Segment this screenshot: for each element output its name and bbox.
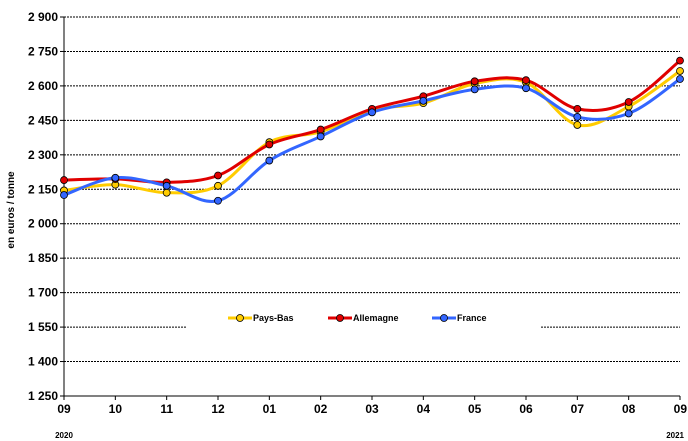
- y-axis-label: en euros / tonne: [6, 171, 17, 249]
- data-point: [111, 173, 120, 182]
- data-point: [316, 125, 325, 134]
- data-point: [368, 108, 376, 117]
- data-point: [676, 67, 684, 75]
- x-tick-label: 12: [211, 402, 225, 416]
- data-point: [419, 96, 428, 105]
- legend-swatch-marker: [440, 314, 448, 322]
- data-point: [214, 196, 222, 205]
- y-tick-label: 2 750: [28, 44, 58, 58]
- x-tick-label: 04: [417, 402, 431, 416]
- data-point: [573, 121, 582, 129]
- x-tick-label: 03: [365, 402, 379, 416]
- data-point: [214, 181, 222, 190]
- legend-label: Allemagne: [353, 313, 399, 323]
- legend-swatch-marker: [236, 314, 244, 322]
- y-tick-label: 2 300: [28, 148, 58, 162]
- y-tick-label: 2 000: [28, 217, 58, 231]
- data-point: [60, 176, 68, 184]
- data-point: [522, 84, 530, 93]
- y-tick-label: 2 450: [28, 113, 58, 127]
- year-label: 2021: [666, 431, 684, 440]
- y-tick-label: 1 250: [28, 389, 58, 403]
- x-tick-label: 06: [519, 402, 533, 416]
- series-line: [63, 59, 681, 184]
- data-point: [470, 77, 479, 86]
- series-line: [63, 77, 681, 203]
- y-tick-label: 1 700: [28, 286, 58, 300]
- data-point: [265, 156, 274, 165]
- data-point: [573, 104, 582, 113]
- data-point: [214, 171, 222, 180]
- y-tick-labels: 1 250 1 400 1 550 1 700 1 850 2 000 2 150 2 300…: [28, 10, 58, 403]
- y-tick-label: 2 150: [28, 182, 58, 196]
- data-point: [470, 85, 479, 94]
- data-point: [60, 191, 68, 199]
- legend-item: Pays-Bas: [228, 313, 294, 323]
- x-tick-label: 09: [57, 402, 71, 416]
- x-tick-label: 08: [622, 402, 636, 416]
- x-tick-label: 02: [314, 402, 328, 416]
- axes: [60, 16, 681, 400]
- series-markers: [60, 67, 684, 197]
- y-tick-label: 1 850: [28, 251, 58, 265]
- series-markers: [60, 75, 684, 205]
- x-tick-label: 07: [571, 402, 585, 416]
- legend-item: France: [432, 313, 487, 323]
- y-tick-label: 2 600: [28, 79, 58, 93]
- data-point: [316, 132, 325, 141]
- y-tick-label: 1 400: [28, 355, 58, 369]
- x-tick-label: 10: [109, 402, 123, 416]
- data-point: [162, 181, 171, 190]
- series-markers: [60, 56, 684, 187]
- legend-item: Allemagne: [328, 313, 399, 323]
- x-tick-labels: 09 10 11 12 01 02 03 04 05 06 07 08 09 2020 2021: [55, 402, 687, 440]
- x-tick-label: 05: [468, 402, 482, 416]
- gridlines: [64, 16, 680, 363]
- data-point: [624, 109, 633, 118]
- x-tick-label: 09: [674, 402, 688, 416]
- data-point: [573, 113, 582, 121]
- year-label: 2020: [55, 431, 73, 440]
- data-point: [265, 140, 274, 149]
- y-tick-label: 2 900: [28, 10, 58, 24]
- series-lines: [60, 56, 684, 205]
- legend: Pays-Bas Allemagne France: [228, 313, 487, 323]
- data-point: [162, 188, 171, 197]
- data-point: [522, 76, 530, 85]
- legend-label: Pays-Bas: [253, 313, 294, 323]
- x-tick-label: 11: [160, 402, 173, 416]
- data-point: [624, 98, 633, 106]
- series-allemagne: [63, 59, 681, 184]
- y-tick-label: 1 550: [28, 320, 58, 334]
- series-line: [63, 69, 681, 195]
- x-tick-label: 01: [263, 402, 277, 416]
- series-pays-bas: [63, 69, 681, 195]
- legend-label: France: [457, 313, 487, 323]
- data-point: [676, 75, 684, 83]
- legend-swatch-marker: [336, 314, 344, 322]
- series-france: [63, 77, 681, 203]
- data-point: [676, 56, 684, 65]
